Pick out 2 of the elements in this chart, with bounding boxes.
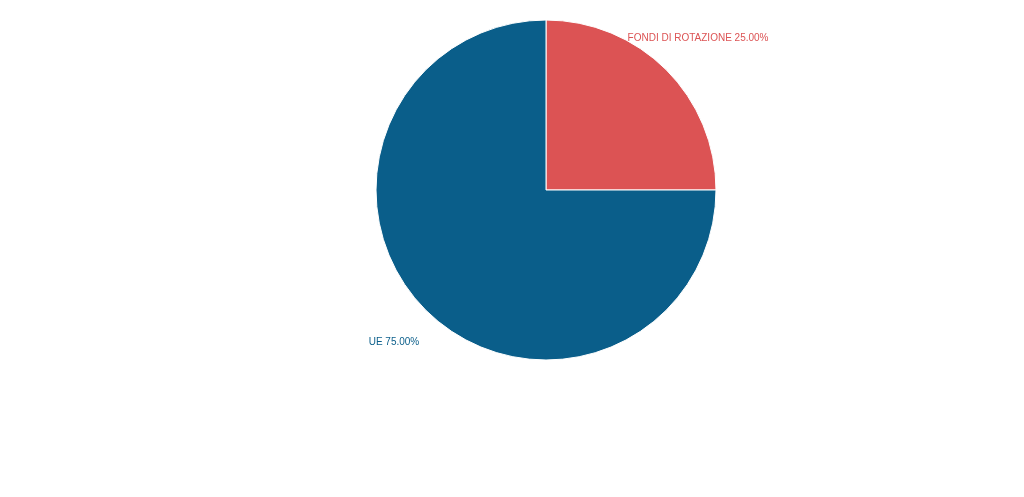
slice-label: FONDI DI ROTAZIONE 25.00% xyxy=(627,31,769,43)
slice-label: UE 75.00% xyxy=(368,336,420,348)
